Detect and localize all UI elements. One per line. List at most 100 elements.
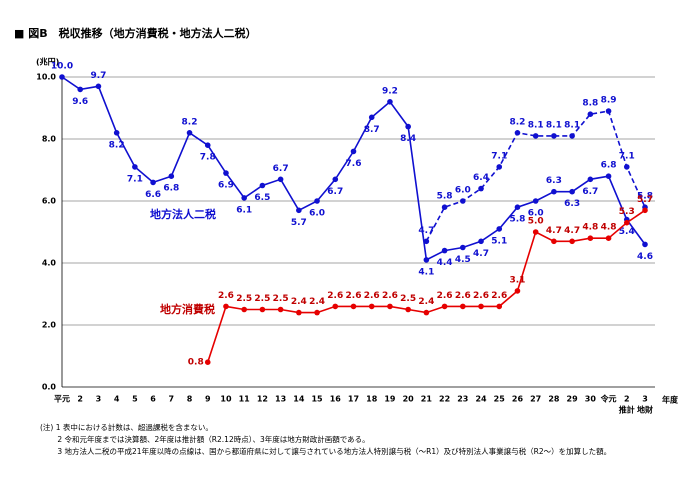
marker bbox=[478, 185, 484, 192]
data-label: 5.1 bbox=[491, 236, 507, 246]
marker bbox=[186, 130, 193, 136]
data-label: 2.4 bbox=[291, 297, 307, 307]
x-tick-label: 11 bbox=[239, 395, 251, 404]
data-label: 0.8 bbox=[188, 358, 204, 368]
data-label: 8.1 bbox=[528, 120, 544, 130]
marker bbox=[514, 288, 521, 294]
marker bbox=[532, 198, 539, 204]
data-label: 2.5 bbox=[254, 294, 270, 304]
data-label: 6.1 bbox=[236, 205, 252, 215]
data-label: 9.2 bbox=[382, 86, 398, 96]
marker bbox=[478, 303, 484, 310]
data-label: 2.6 bbox=[491, 291, 507, 301]
marker bbox=[441, 204, 448, 210]
x-tick-label: 28 bbox=[548, 395, 560, 404]
marker bbox=[387, 99, 393, 105]
data-label: 4.7 bbox=[418, 226, 434, 236]
marker bbox=[350, 148, 357, 155]
marker bbox=[95, 83, 102, 90]
marker bbox=[532, 229, 539, 235]
x-tick-label: 6 bbox=[150, 395, 156, 404]
data-label: 6.7 bbox=[582, 187, 598, 197]
x-tick-label: 22 bbox=[439, 395, 450, 404]
y-tick-label: 2.0 bbox=[42, 321, 57, 330]
marker bbox=[150, 179, 156, 186]
marker bbox=[277, 306, 284, 313]
x-tick-label: 18 bbox=[366, 395, 378, 404]
x-tick-label: 令元 bbox=[600, 394, 617, 404]
series-label: 地方消費税 bbox=[160, 302, 215, 316]
marker bbox=[605, 235, 612, 241]
marker bbox=[241, 195, 247, 201]
data-label: 9.6 bbox=[72, 97, 88, 107]
marker bbox=[277, 176, 284, 183]
data-label: 7.1 bbox=[491, 151, 507, 161]
x-tick-label: 17 bbox=[348, 395, 359, 404]
data-label: 2.5 bbox=[273, 294, 289, 304]
data-label: 4.7 bbox=[473, 249, 489, 259]
data-label: 2.5 bbox=[236, 294, 252, 304]
marker bbox=[387, 303, 393, 310]
note: (注) 1 表中における計数は、超過課税を含まない。 bbox=[40, 422, 213, 432]
marker bbox=[332, 176, 339, 183]
data-label: 2.6 bbox=[327, 291, 343, 301]
x-tick-label: 14 bbox=[293, 395, 305, 404]
marker bbox=[623, 164, 630, 170]
marker bbox=[605, 108, 612, 114]
marker bbox=[368, 114, 375, 121]
data-label: 2.6 bbox=[382, 291, 398, 301]
data-label: 7.6 bbox=[346, 159, 362, 169]
marker bbox=[259, 182, 266, 189]
data-label: 2.4 bbox=[309, 297, 325, 307]
marker bbox=[223, 303, 229, 310]
marker bbox=[460, 303, 466, 310]
marker bbox=[514, 204, 521, 210]
data-label: 8.7 bbox=[364, 125, 380, 135]
marker bbox=[441, 303, 448, 310]
marker bbox=[605, 173, 612, 179]
x-tick-label: 4 bbox=[114, 395, 120, 404]
x-tick-label: 15 bbox=[311, 395, 323, 404]
marker bbox=[441, 247, 448, 254]
marker bbox=[368, 303, 375, 310]
marker bbox=[569, 188, 575, 195]
x-tick-label: 27 bbox=[530, 395, 541, 404]
data-label: 8.9 bbox=[601, 96, 617, 106]
marker bbox=[423, 257, 430, 263]
x-tick-label: 9 bbox=[205, 395, 211, 404]
marker bbox=[405, 306, 411, 313]
marker bbox=[496, 164, 503, 170]
data-label: 4.1 bbox=[418, 267, 434, 277]
data-label: 6.4 bbox=[473, 173, 489, 183]
data-label: 4.7 bbox=[546, 226, 562, 236]
data-label: 2.6 bbox=[455, 291, 471, 301]
x-tick-label: 20 bbox=[403, 395, 415, 404]
note: 2 令和元年度までは決算額、2年度は推計額（R2.12時点）、3年度は地方財政計… bbox=[40, 434, 370, 444]
marker bbox=[332, 303, 339, 310]
data-label: 5.7 bbox=[637, 195, 653, 205]
y-tick-label: 8.0 bbox=[42, 135, 57, 144]
marker bbox=[460, 198, 466, 204]
marker bbox=[623, 219, 630, 226]
marker bbox=[514, 130, 521, 136]
data-label: 7.1 bbox=[127, 174, 143, 184]
data-label: 6.7 bbox=[273, 164, 289, 174]
y-unit: (兆円) bbox=[36, 57, 59, 67]
x-tick-label: 24 bbox=[475, 395, 487, 404]
data-label: 2.6 bbox=[218, 291, 234, 301]
x-tick-label: 10 bbox=[220, 395, 232, 404]
marker bbox=[113, 130, 120, 136]
note: 3 地方法人二税の平成21年度以降の点線は、国から都道府県に対して譲与されている… bbox=[40, 446, 611, 456]
data-label: 3.1 bbox=[509, 275, 525, 285]
marker bbox=[569, 133, 575, 139]
data-label: 8.4 bbox=[400, 134, 416, 144]
x-tick-label: 13 bbox=[275, 395, 286, 404]
data-label: 2.6 bbox=[437, 291, 453, 301]
data-label: 4.5 bbox=[455, 255, 471, 265]
data-label: 4.4 bbox=[437, 258, 453, 268]
marker bbox=[296, 207, 302, 214]
x-tick-label: 30 bbox=[585, 395, 597, 404]
marker bbox=[350, 303, 357, 310]
x-tick-label: 平元 bbox=[54, 395, 70, 404]
x-tick-label: 25 bbox=[494, 395, 506, 404]
